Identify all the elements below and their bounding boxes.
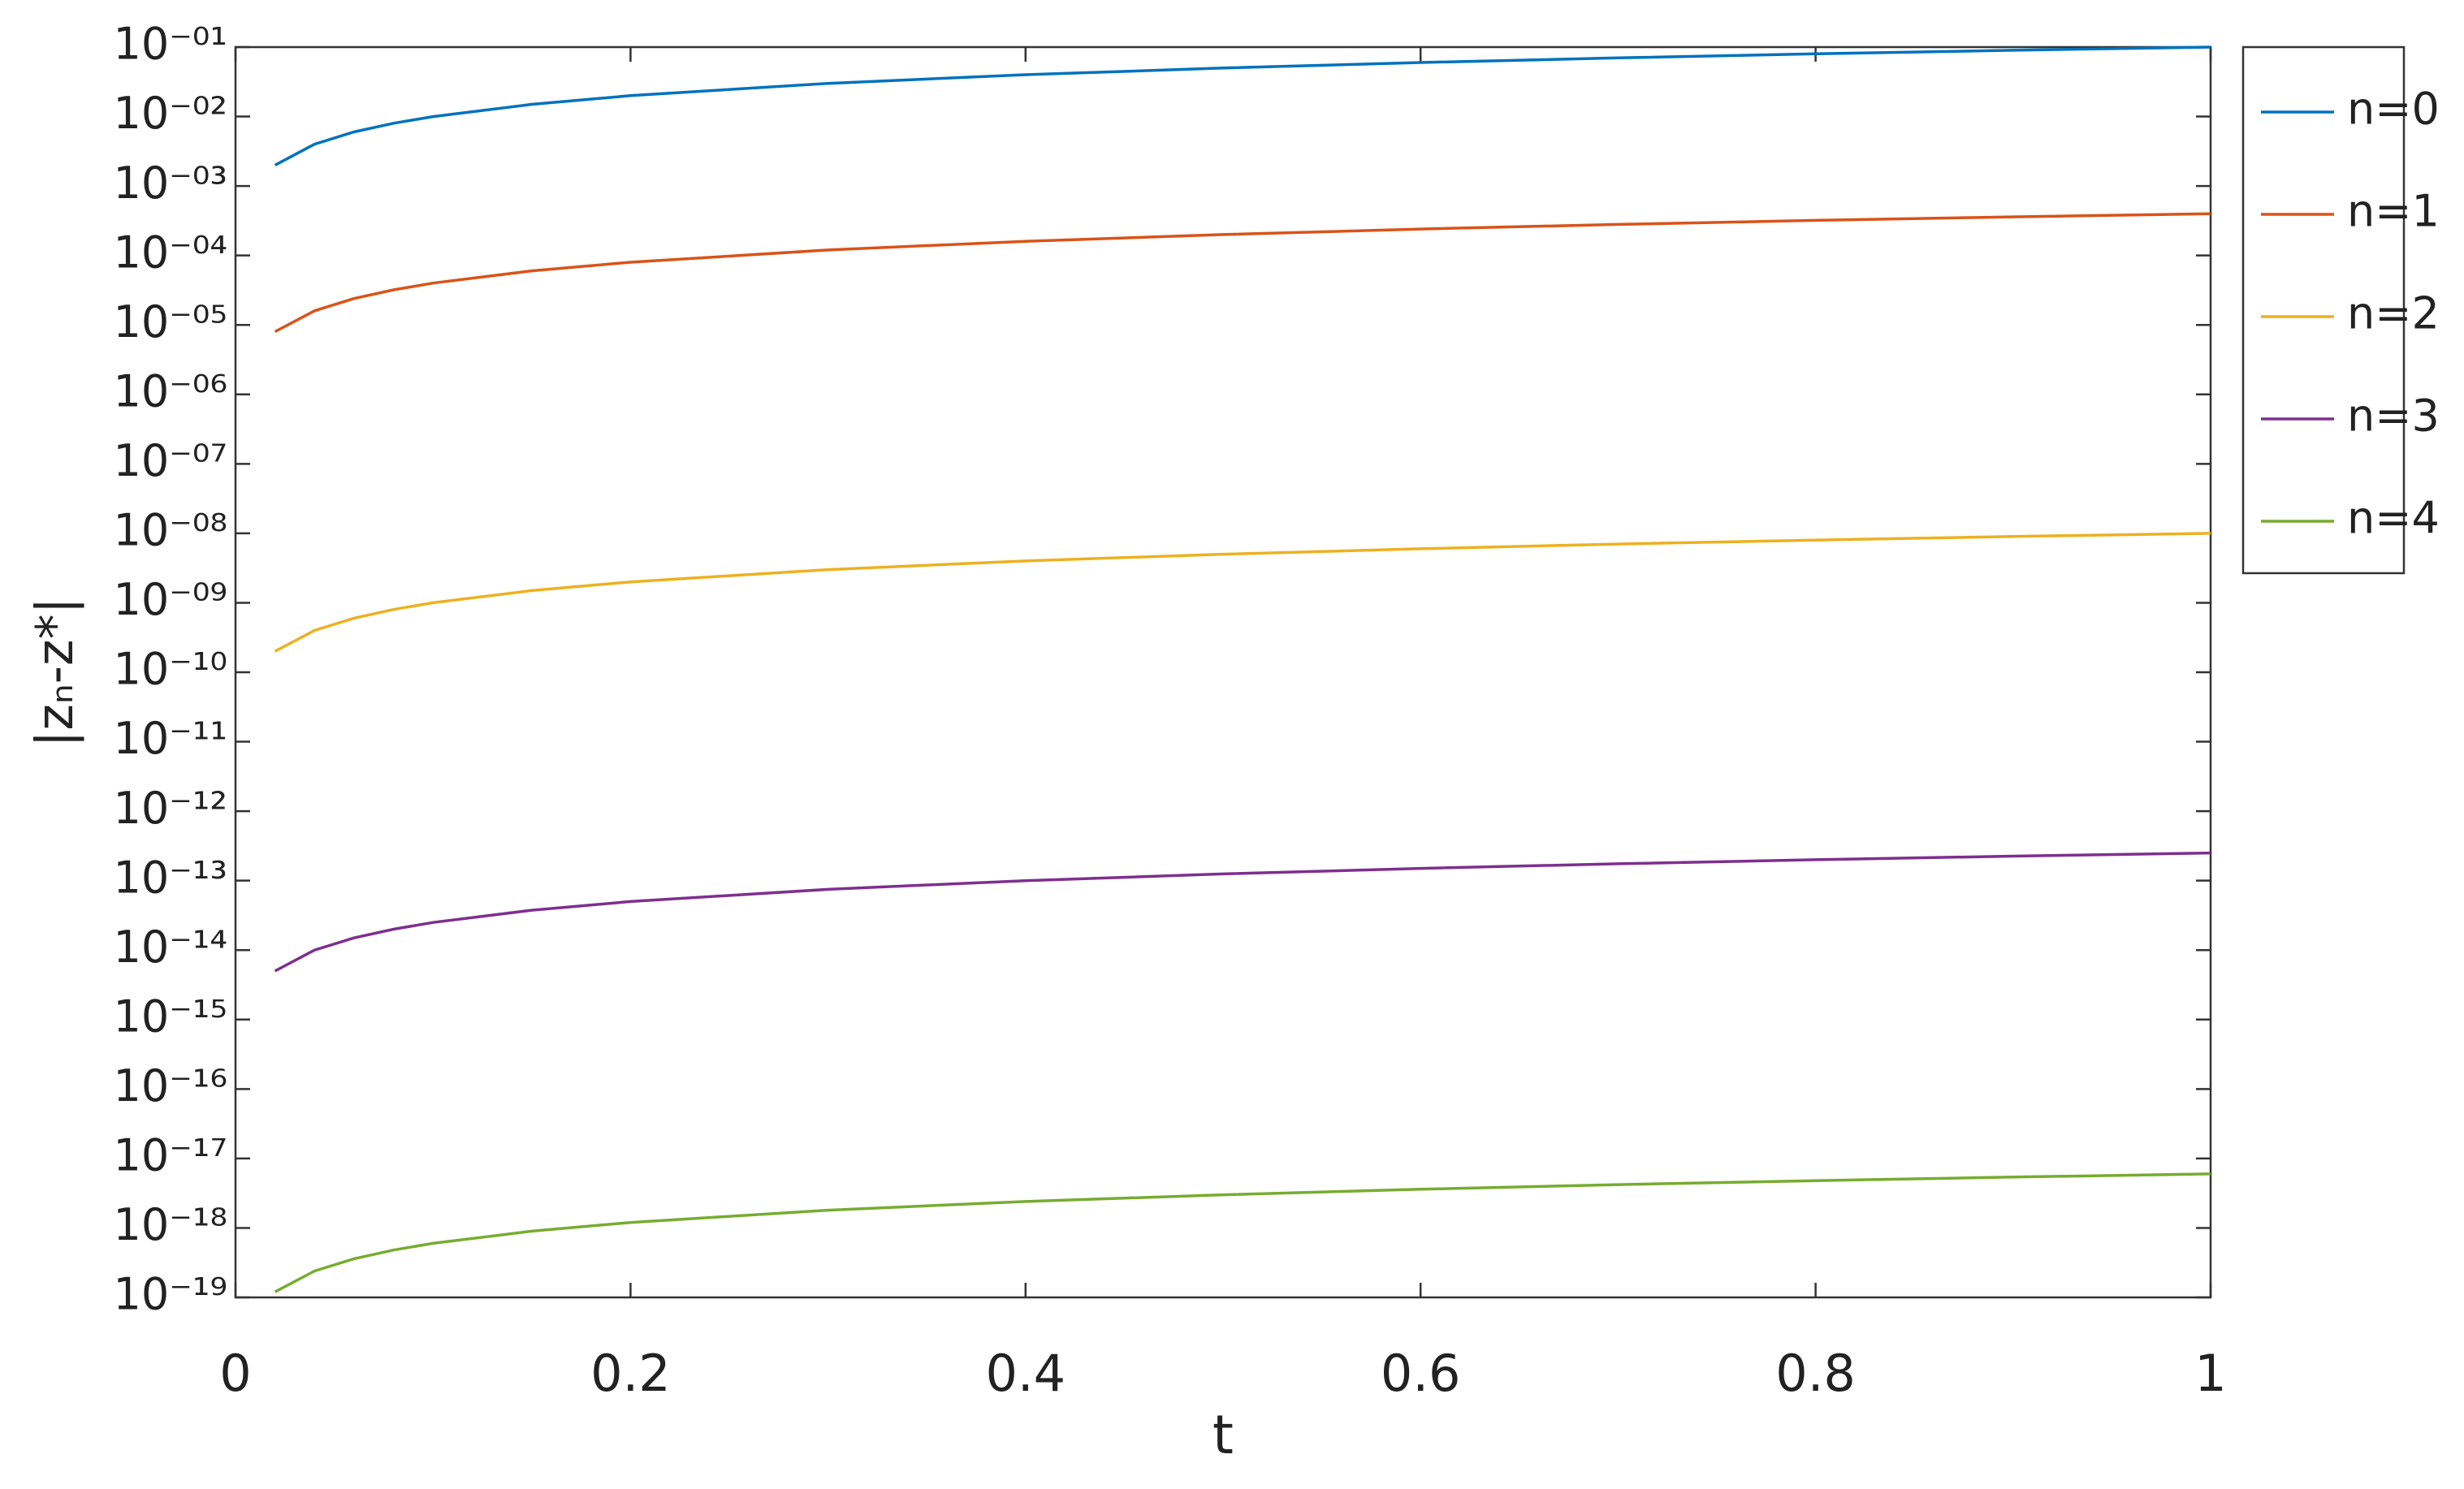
- legend-label: n=1: [2347, 186, 2440, 237]
- y-tick-label: 10⁻¹³: [113, 852, 227, 903]
- x-axis-label: t: [1213, 1404, 1234, 1466]
- data-line: [274, 212, 2211, 334]
- y-tick-label: 10⁻¹²: [113, 783, 227, 834]
- data-line: [274, 45, 2211, 166]
- legend-box: [2241, 45, 2406, 575]
- data-line: [274, 1172, 2211, 1293]
- x-tick-label: 0.2: [590, 1344, 671, 1403]
- y-tick-label: 10⁻¹⁴: [113, 921, 227, 973]
- y-tick-label: 10⁻⁰⁷: [113, 435, 227, 486]
- y-tick-label: 10⁻⁰²: [113, 88, 227, 139]
- y-tick-label: 10⁻¹⁰: [113, 644, 227, 695]
- y-tick-label: 10⁻¹⁸: [113, 1199, 227, 1250]
- plot-frame: [234, 45, 2212, 1299]
- y-tick-label: 10⁻⁰⁶: [113, 365, 227, 416]
- y-tick-label: 10⁻¹¹: [113, 713, 227, 764]
- x-tick-label: 0.8: [1775, 1344, 1856, 1403]
- y-tick-label: 10⁻¹⁹: [113, 1269, 227, 1320]
- y-axis-label: |zₙ-z*|: [25, 598, 85, 748]
- data-line: [274, 851, 2211, 973]
- x-tick-label: 0: [219, 1344, 251, 1403]
- legend-label: n=2: [2347, 288, 2440, 339]
- y-tick-label: 10⁻⁰¹: [113, 19, 227, 70]
- y-tick-label: 10⁻⁰⁹: [113, 574, 227, 625]
- y-tick-label: 10⁻¹⁶: [113, 1060, 227, 1111]
- y-tick-label: 10⁻⁰³: [113, 158, 227, 209]
- y-tick-label: 10⁻⁰⁵: [113, 296, 227, 347]
- legend-label: n=4: [2347, 493, 2440, 544]
- y-tick-label: 10⁻⁰⁸: [113, 505, 227, 556]
- legend-label: n=3: [2347, 391, 2440, 442]
- legend-label: n=0: [2347, 84, 2440, 135]
- data-line: [274, 532, 2211, 653]
- y-tick-label: 10⁻¹⁵: [113, 991, 227, 1042]
- y-tick-label: 10⁻¹⁷: [113, 1130, 227, 1181]
- x-tick-label: 0.4: [985, 1344, 1066, 1403]
- y-tick-label: 10⁻⁰⁴: [113, 227, 227, 278]
- x-tick-label: 0.6: [1381, 1344, 1461, 1403]
- x-tick-label: 1: [2194, 1344, 2226, 1403]
